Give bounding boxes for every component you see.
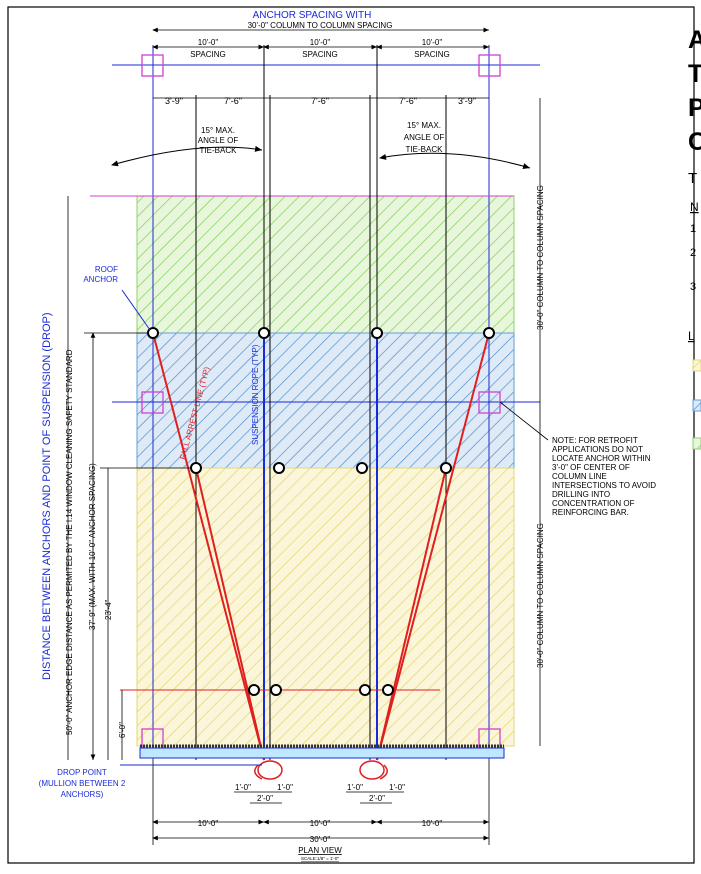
offset-3: 7'-6" <box>311 96 329 106</box>
roof-anchors <box>147 327 495 696</box>
blue-vertical-title: DISTANCE BETWEEN ANCHORS AND POINT OF SU… <box>41 312 53 680</box>
bottom-dimensions: 1'-0" 1'-0" 2'-0" 1'-0" 1'-0" 2'-0" 10'-… <box>198 783 443 844</box>
svg-text:1'-0": 1'-0" <box>235 783 251 792</box>
angle-left-1: 15° MAX. <box>201 126 235 135</box>
fall-arrest-lines <box>152 332 490 761</box>
svg-text:ANCHORS): ANCHORS) <box>61 790 104 799</box>
offset-2: 7'-6" <box>224 96 242 106</box>
svg-text:3'-0" OF CENTER OF: 3'-0" OF CENTER OF <box>552 463 630 472</box>
side-letter-4: C <box>688 128 701 156</box>
suspension-label: SUSPENSION ROPE (TYP) <box>251 344 260 445</box>
svg-text:30'-0": 30'-0" <box>310 835 331 844</box>
offset-1: 3'-9" <box>165 96 183 106</box>
side-note-3: 3 <box>690 281 696 293</box>
top-title-1: ANCHOR SPACING WITH <box>253 10 372 21</box>
sheet-border <box>7 6 695 864</box>
legend-blue-swatch <box>692 399 701 412</box>
offset-5: 3'-9" <box>458 96 476 106</box>
spacing-dim-2: 10'-0" <box>310 38 331 47</box>
svg-text:2'-0": 2'-0" <box>369 794 385 803</box>
svg-text:1'-0": 1'-0" <box>347 783 363 792</box>
svg-text:INTERSECTIONS TO AVOID: INTERSECTIONS TO AVOID <box>552 481 656 490</box>
legend-green-swatch <box>692 437 701 450</box>
side-notes-head: N <box>690 200 699 214</box>
green-zone <box>136 195 515 334</box>
edge-distance-dim: 50'-0" ANCHOR EDGE DISTANCE AS PERMITED … <box>65 349 74 735</box>
drop-point-label: DROP POINT (MULLION BETWEEN 2 ANCHORS) <box>39 768 126 799</box>
svg-text:10'-0": 10'-0" <box>422 819 443 828</box>
dim-23-4: 23'-4" <box>104 599 113 620</box>
dim-6-0: 6'-0" <box>118 722 127 738</box>
svg-text:APPLICATIONS DO NOT: APPLICATIONS DO NOT <box>552 445 643 454</box>
roof-anchor-label-1: ROOF <box>95 265 118 274</box>
yellow-zone <box>136 467 515 747</box>
spacing-label-1: SPACING <box>190 50 225 59</box>
angle-right-1: 15° MAX. <box>407 121 441 130</box>
side-legend-head: L <box>688 329 695 343</box>
spacing-dim-1: 10'-0" <box>198 38 219 47</box>
building-edge <box>139 747 505 759</box>
plan-view-title: PLAN VIEW <box>298 846 342 855</box>
side-letter-1: A <box>688 26 701 54</box>
spacing-label-2: SPACING <box>302 50 337 59</box>
angle-right-2: ANGLE OF <box>404 133 445 142</box>
svg-text:1'-0": 1'-0" <box>389 783 405 792</box>
side-note-1: 1 <box>690 223 696 235</box>
side-letter-3: P <box>688 94 701 122</box>
roof-anchor-label-2: ANCHOR <box>83 275 118 284</box>
angle-right-3: TIE-BACK <box>406 145 444 154</box>
offset-4: 7'-6" <box>399 96 417 106</box>
svg-text:LOCATE ANCHOR WITHIN: LOCATE ANCHOR WITHIN <box>552 454 651 463</box>
col-spacing-bottom: 30'-0" COLUMN TO COLUMN SPACING <box>536 523 545 668</box>
angle-left-2: ANGLE OF <box>198 136 239 145</box>
svg-text:DROP POINT: DROP POINT <box>57 768 107 777</box>
col-spacing-top: 30'-0" COLUMN TO COLUMN SPACING <box>536 185 545 330</box>
svg-text:REINFORCING BAR.: REINFORCING BAR. <box>552 508 629 517</box>
svg-text:10'-0": 10'-0" <box>310 819 331 828</box>
blue-zone <box>136 332 515 469</box>
spacing-dim-3: 10'-0" <box>422 38 443 47</box>
svg-text:COLUMN LINE: COLUMN LINE <box>552 472 607 481</box>
roof-anchor-leader <box>121 289 151 331</box>
spacing-label-3: SPACING <box>414 50 449 59</box>
side-sub: T <box>688 170 697 187</box>
angle-left-3: TIE-BACK <box>200 146 238 155</box>
plan-view-scale: SCALE:1/8" = 1'-0" <box>301 856 339 861</box>
drop-point-loops <box>254 760 388 780</box>
max-spacing-dim: 37'-9" (MAX. WITH 10'-0" ANCHOR SPACING) <box>88 463 97 630</box>
svg-text:(MULLION BETWEEN 2: (MULLION BETWEEN 2 <box>39 779 126 788</box>
svg-text:1'-0": 1'-0" <box>277 783 293 792</box>
svg-text:10'-0": 10'-0" <box>198 819 219 828</box>
svg-text:NOTE: FOR RETROFIT: NOTE: FOR RETROFIT <box>552 436 638 445</box>
side-note-2: 2 <box>690 247 696 259</box>
retrofit-note: NOTE: FOR RETROFIT APPLICATIONS DO NOT L… <box>552 436 656 517</box>
legend-yellow-swatch <box>692 359 701 372</box>
side-letter-2: T <box>688 60 701 88</box>
svg-text:DRILLING INTO: DRILLING INTO <box>552 490 610 499</box>
top-title-2: 30'-0" COLUMN TO COLUMN SPACING <box>248 21 393 30</box>
svg-text:CONCENTRATION OF: CONCENTRATION OF <box>552 499 635 508</box>
svg-text:2'-0": 2'-0" <box>257 794 273 803</box>
